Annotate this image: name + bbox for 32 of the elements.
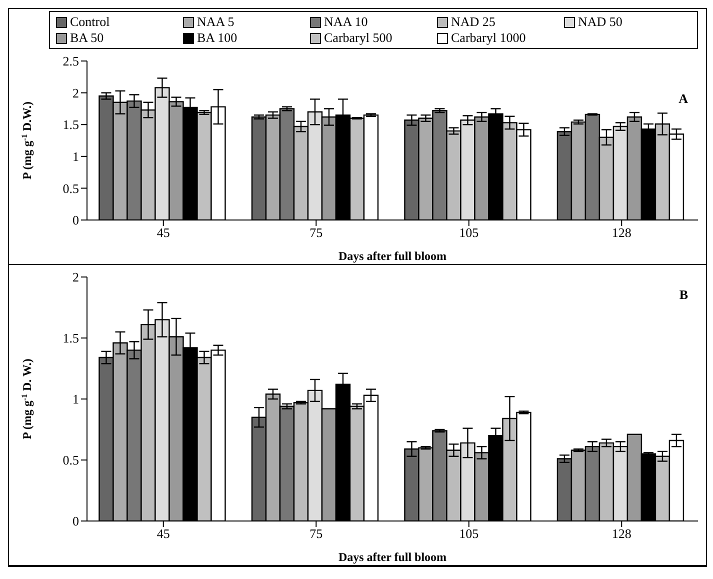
y-tick-label: 1 — [72, 392, 79, 407]
legend-label: NAD 25 — [451, 14, 496, 30]
x-tick-label: 128 — [612, 526, 632, 542]
legend-label: BA 100 — [197, 30, 238, 46]
legend-label: NAD 50 — [578, 14, 622, 30]
y-tick-label: 2 — [72, 85, 79, 100]
legend-label: BA 50 — [70, 30, 104, 46]
legend-label: NAA 5 — [197, 14, 234, 30]
y-tick-label: 0 — [72, 514, 79, 529]
x-tick-label: 105 — [459, 526, 479, 542]
x-tick-label: 45 — [156, 225, 170, 240]
y-tick-label: 1.5 — [62, 117, 79, 132]
x-tick-label: 75 — [310, 225, 323, 240]
y-tick-label: 2 — [72, 270, 79, 285]
y-tick-label: 1 — [72, 149, 79, 164]
legend-label: Carbaryl 1000 — [451, 30, 526, 46]
x-tick-label: 75 — [310, 526, 323, 542]
x-tick-label: 128 — [612, 225, 632, 240]
annotation: A — [678, 91, 688, 107]
y-tick-label: 2.5 — [62, 54, 79, 69]
legend-label: Carbaryl 500 — [324, 30, 392, 46]
x-axis-title: Days after full bloom — [338, 550, 447, 564]
y-tick-label: 0.5 — [62, 180, 79, 196]
annotation: B — [679, 287, 688, 303]
x-tick-label: 105 — [459, 225, 479, 240]
legend-label: NAA 10 — [324, 14, 368, 30]
y-tick-label: 0.5 — [62, 452, 79, 468]
x-tick-label: 45 — [156, 526, 170, 542]
x-axis-title: Days after full bloom — [338, 249, 447, 263]
legend-label: Control — [70, 14, 110, 30]
y-tick-label: 0 — [72, 212, 79, 228]
y-tick-label: 1.5 — [62, 330, 79, 346]
